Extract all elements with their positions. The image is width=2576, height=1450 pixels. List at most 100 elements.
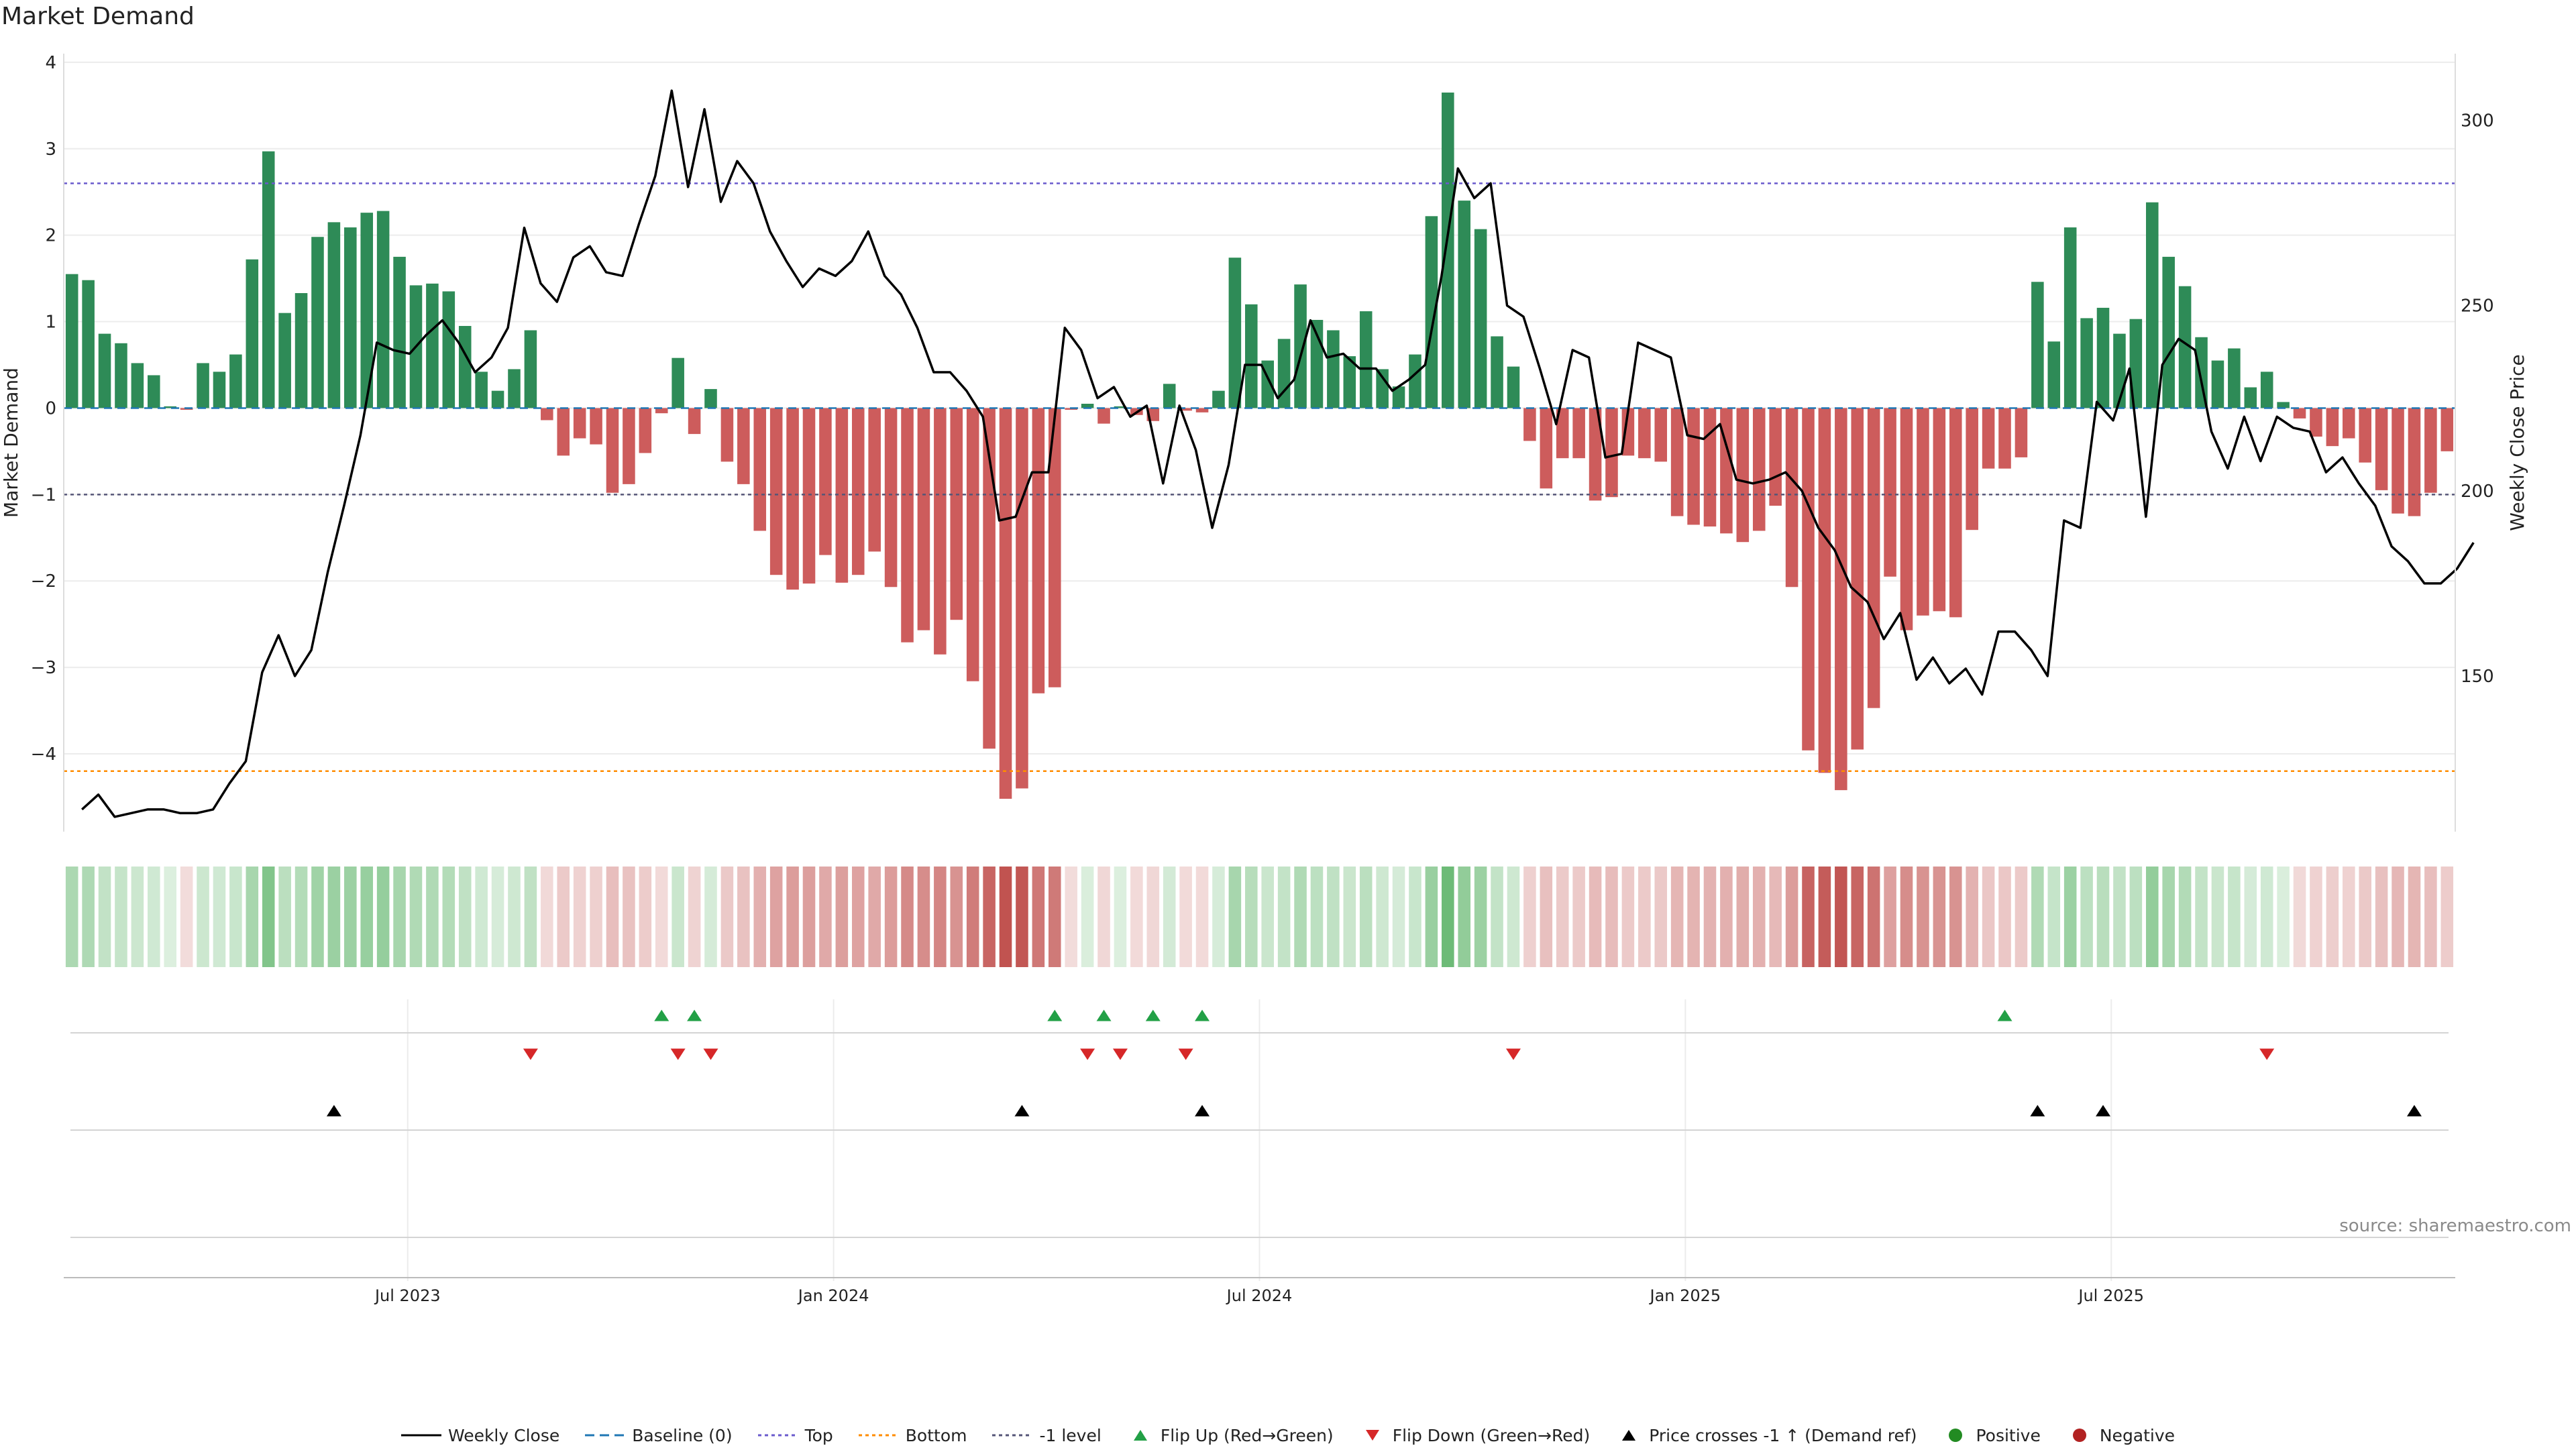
shade-cell — [148, 867, 160, 967]
legend-item: Positive — [1942, 1425, 2041, 1445]
shade-cell — [541, 867, 553, 967]
demand-bar — [2080, 318, 2093, 408]
shade-cell — [1016, 867, 1028, 967]
shade-cell — [1392, 867, 1405, 967]
shade-cell — [1081, 867, 1094, 967]
shade-cell — [376, 867, 390, 967]
demand-bar — [1884, 408, 1896, 577]
flip-down-marker — [1080, 1048, 1095, 1060]
flip-down-marker — [1178, 1048, 1193, 1060]
shade-cell — [1114, 867, 1127, 967]
shade-cell — [950, 867, 963, 967]
y-tick-label: −1 — [31, 485, 56, 505]
legend-item: Flip Up (Red→Green) — [1127, 1426, 1334, 1445]
demand-bar — [1442, 93, 1454, 408]
shade-cell — [2228, 867, 2241, 967]
demand-bar — [2178, 286, 2192, 408]
shade-cell — [2047, 867, 2061, 967]
demand-bar — [1376, 369, 1389, 408]
demand-bar — [737, 408, 750, 484]
shade-cell — [1261, 867, 1274, 967]
demand-bar — [1949, 408, 1962, 618]
demand-bar — [1277, 339, 1291, 408]
demand-bar — [524, 330, 537, 408]
shade-cell — [197, 867, 209, 967]
demand-bar — [901, 408, 914, 643]
flip-down-marker — [523, 1048, 538, 1060]
demand-bar — [491, 390, 504, 408]
shade-cell — [2244, 867, 2257, 967]
demand-bar — [1703, 408, 1717, 527]
shade-cell — [1556, 867, 1569, 967]
demand-bar — [2277, 402, 2290, 408]
shade-cell — [1442, 867, 1454, 967]
shade-cell — [1097, 867, 1110, 967]
shade-cell — [1867, 867, 1880, 967]
demand-bar — [1736, 408, 1750, 543]
demand-bar — [2375, 408, 2388, 490]
shade-cell — [1212, 867, 1225, 967]
legend-dotted-line-purple-icon — [757, 1434, 798, 1437]
shade-cell — [557, 867, 570, 967]
demand-bar — [1507, 366, 1520, 408]
shade-cell — [1425, 867, 1438, 967]
demand-bar — [1572, 408, 1585, 459]
shade-cell — [688, 867, 701, 967]
demand-bar — [590, 408, 602, 445]
demand-bar — [819, 408, 832, 555]
demand-bar — [65, 274, 78, 408]
demand-bar — [1851, 408, 1864, 750]
shade-cell — [1654, 867, 1668, 967]
shade-cell — [1277, 867, 1291, 967]
legend-dashed-line-icon — [585, 1434, 626, 1437]
y-tick-label: −3 — [31, 658, 56, 678]
demand-bar — [360, 213, 374, 408]
shade-cell — [1605, 867, 1618, 967]
shade-cell — [1818, 867, 1831, 967]
demand-bar — [1245, 304, 1258, 408]
demand-bar — [98, 333, 111, 408]
shade-cell — [2178, 867, 2192, 967]
demand-bar — [2063, 227, 2077, 408]
demand-bar — [835, 408, 849, 583]
demand-bar — [1016, 408, 1028, 789]
shade-cell — [1966, 867, 1978, 967]
legend-item: Flip Down (Green→Red) — [1359, 1426, 1590, 1445]
shade-cell — [2277, 867, 2290, 967]
demand-bar — [573, 408, 586, 439]
y-tick-label: 3 — [45, 140, 56, 160]
demand-bar — [327, 222, 341, 408]
flip-down-marker — [1505, 1048, 1521, 1060]
flip-up-marker — [687, 1009, 702, 1021]
legend-solid-line-icon — [400, 1434, 441, 1437]
demand-bar — [2424, 408, 2437, 493]
demand-bar — [1540, 408, 1553, 489]
shade-cell — [786, 867, 799, 967]
flip-down-marker — [670, 1048, 686, 1060]
chart-title: Market Demand — [1, 3, 195, 30]
demand-bar — [1327, 330, 1340, 408]
shade-cell — [294, 867, 308, 967]
flip-up-marker — [1997, 1009, 2012, 1021]
demand-bar — [180, 408, 193, 410]
demand-bar — [344, 227, 357, 408]
demand-bar — [1343, 356, 1356, 408]
demand-bar — [1097, 408, 1110, 424]
demand-bar — [623, 408, 635, 484]
y-tick-label: 0 — [45, 398, 56, 419]
demand-bar — [376, 211, 390, 408]
demand-bar — [442, 291, 455, 408]
legend-item: Weekly Close — [400, 1426, 559, 1445]
y-tick-label: −2 — [31, 571, 56, 592]
shade-cell — [98, 867, 111, 967]
demand-bar — [2244, 387, 2257, 408]
demand-bar — [2228, 348, 2241, 408]
legend-dotted-line-orange-icon — [858, 1434, 899, 1437]
legend-label: Positive — [1976, 1425, 2041, 1445]
shade-cell — [1163, 867, 1176, 967]
shade-cell — [1245, 867, 1258, 967]
shade-cell — [262, 867, 275, 967]
demand-bar — [1425, 216, 1438, 408]
legend-label: Price crosses -1 ↑ (Demand ref) — [1649, 1425, 1917, 1445]
demand-bar — [999, 408, 1012, 799]
